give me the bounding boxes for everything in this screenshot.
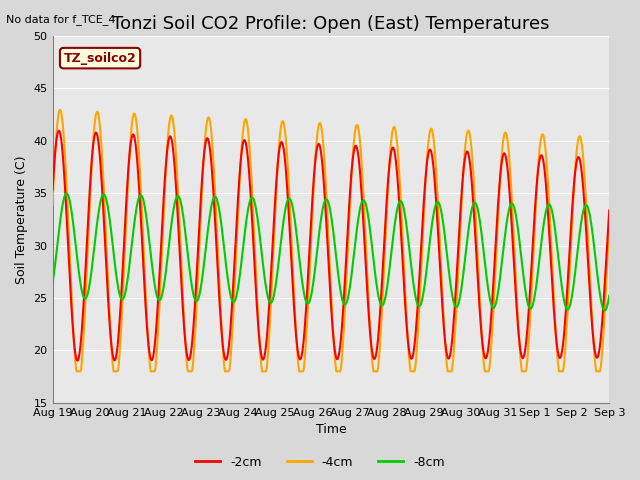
X-axis label: Time: Time	[316, 423, 346, 436]
Text: TZ_soilco2: TZ_soilco2	[63, 52, 136, 65]
Text: No data for f_TCE_4: No data for f_TCE_4	[6, 14, 116, 25]
Legend: -2cm, -4cm, -8cm: -2cm, -4cm, -8cm	[190, 451, 450, 474]
Title: Tonzi Soil CO2 Profile: Open (East) Temperatures: Tonzi Soil CO2 Profile: Open (East) Temp…	[112, 15, 550, 33]
Y-axis label: Soil Temperature (C): Soil Temperature (C)	[15, 155, 28, 284]
